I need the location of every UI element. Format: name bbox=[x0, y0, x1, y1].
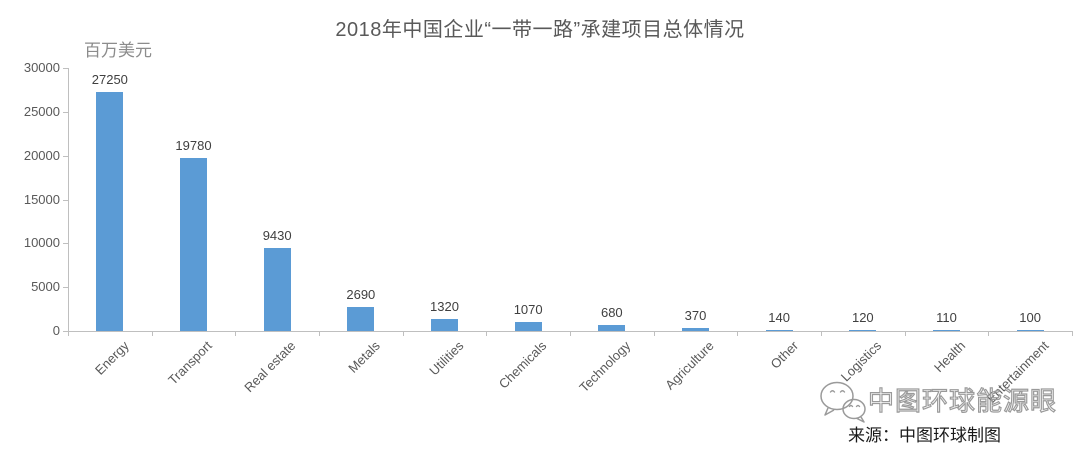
bar-value-label: 110 bbox=[936, 310, 957, 325]
y-axis-line bbox=[68, 68, 69, 331]
bar bbox=[514, 322, 542, 331]
y-tick bbox=[63, 287, 68, 289]
bar bbox=[347, 307, 375, 331]
x-tick bbox=[486, 331, 488, 336]
category-label: Energy bbox=[91, 338, 132, 378]
bar bbox=[1016, 330, 1044, 331]
y-tick-label: 20000 bbox=[23, 147, 60, 163]
x-tick bbox=[235, 331, 237, 336]
bar-value-label: 27250 bbox=[91, 72, 128, 87]
category-label: Technology bbox=[576, 338, 634, 396]
bar-value-label: 370 bbox=[684, 308, 707, 323]
bar bbox=[933, 330, 960, 331]
y-tick-label: 0 bbox=[52, 323, 60, 338]
y-tick bbox=[63, 68, 68, 69]
category-label: Other bbox=[767, 338, 801, 372]
category-label: Utilities bbox=[425, 338, 467, 379]
watermark-brand: 中图环球能源眼 bbox=[867, 386, 1058, 416]
bar-value-label: 19780 bbox=[175, 138, 212, 153]
category-label: Chemicals bbox=[496, 338, 550, 392]
x-tick bbox=[68, 331, 69, 336]
bar-value-label: 140 bbox=[768, 310, 790, 325]
x-tick bbox=[737, 331, 739, 336]
source-caption: 来源：中图环球制图 bbox=[848, 426, 1001, 445]
bar-value-label: 120 bbox=[851, 310, 874, 325]
bar bbox=[96, 92, 124, 331]
y-tick bbox=[63, 243, 68, 245]
x-tick bbox=[570, 331, 571, 336]
bar-value-label: 1070 bbox=[513, 302, 543, 317]
category-label: Health bbox=[930, 338, 969, 376]
bar-value-label: 9430 bbox=[262, 228, 292, 243]
bar bbox=[849, 330, 877, 331]
category-label: Metals bbox=[344, 338, 383, 376]
bar bbox=[180, 158, 207, 331]
y-tick-label: 30000 bbox=[23, 60, 60, 75]
x-tick bbox=[319, 331, 320, 336]
y-tick bbox=[63, 155, 68, 157]
category-label: Real estate bbox=[241, 338, 299, 396]
y-tick bbox=[63, 199, 68, 201]
chart-title: 2018年中国企业“一带一路”承建项目总体情况 bbox=[335, 19, 745, 41]
x-tick bbox=[904, 331, 906, 336]
y-tick bbox=[63, 111, 68, 113]
y-axis-unit-label: 百万美元 bbox=[84, 41, 152, 60]
x-tick bbox=[151, 331, 153, 336]
bar bbox=[263, 248, 291, 331]
category-label: Transport bbox=[165, 338, 216, 388]
category-label: Agriculture bbox=[662, 338, 718, 393]
y-tick-label: 25000 bbox=[23, 103, 60, 119]
x-tick bbox=[821, 331, 822, 336]
category-label: Logistics bbox=[838, 338, 885, 385]
x-tick bbox=[988, 331, 990, 336]
bar bbox=[765, 330, 793, 331]
x-tick bbox=[402, 331, 404, 336]
bar-value-label: 100 bbox=[1019, 310, 1041, 325]
y-tick bbox=[63, 331, 68, 332]
y-tick-label: 10000 bbox=[23, 235, 60, 251]
x-tick bbox=[653, 331, 655, 336]
watermark: 中图环球能源眼 bbox=[818, 379, 1057, 423]
x-tick bbox=[1072, 331, 1073, 336]
bar-value-label: 680 bbox=[600, 305, 623, 320]
y-tick-label: 15000 bbox=[23, 191, 60, 207]
bar-value-label: 2690 bbox=[346, 287, 376, 302]
bar-value-label: 1320 bbox=[430, 299, 459, 314]
y-tick-label: 5000 bbox=[31, 279, 60, 295]
bar bbox=[431, 319, 458, 331]
bar bbox=[598, 325, 626, 331]
wechat-icon bbox=[820, 381, 866, 423]
bar bbox=[682, 328, 709, 331]
